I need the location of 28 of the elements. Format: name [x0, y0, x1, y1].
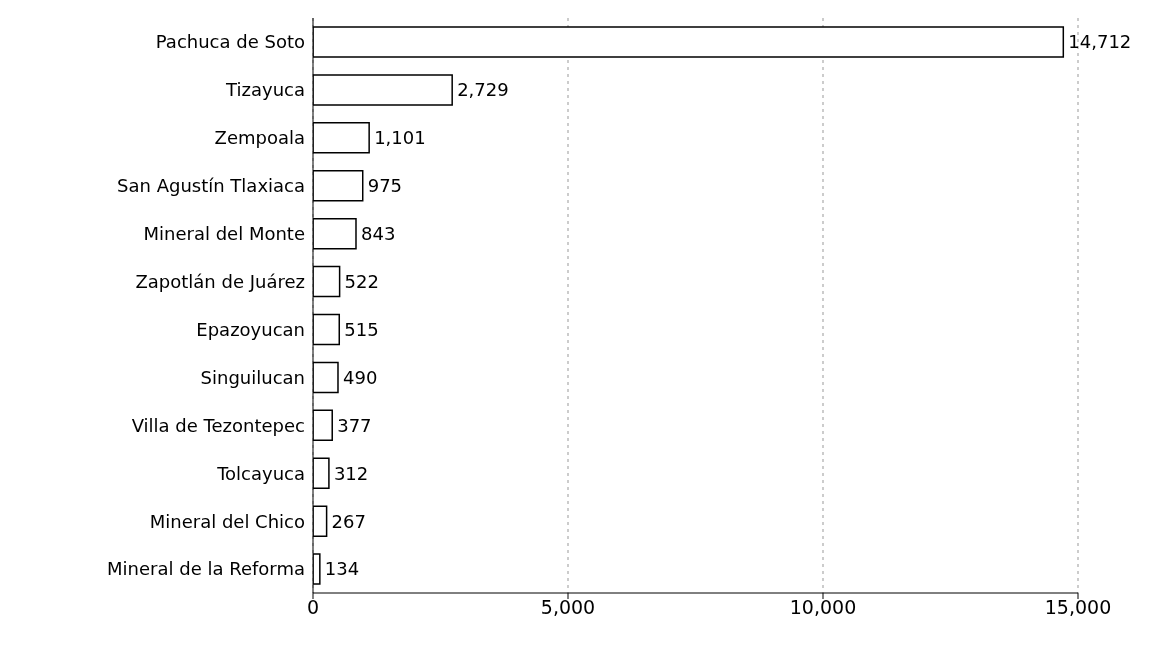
y-tick-label: Zapotlán de Juárez: [135, 270, 305, 292]
data-label: 975: [367, 175, 403, 197]
y-tick-label: San Agustín Tlaxiaca: [117, 175, 305, 197]
data-label: 267: [331, 510, 366, 532]
data-label: 14,712: [1068, 31, 1132, 53]
x-tick-label: 15,000: [1044, 596, 1112, 619]
data-label: 134: [324, 558, 360, 580]
data-label: 490: [342, 366, 378, 388]
data-label: 312: [333, 462, 369, 484]
y-tick-label: Mineral del Chico: [149, 510, 305, 532]
data-label: 843: [360, 223, 396, 245]
data-label: 522: [344, 270, 379, 292]
data-label: 377: [337, 414, 372, 436]
y-tick-label: Mineral de la Reforma: [107, 558, 305, 580]
data-label: 515: [344, 318, 379, 340]
y-tick-label: Pachuca de Soto: [155, 31, 305, 53]
y-tick-label: Tolcayuca: [216, 462, 305, 484]
y-tick-label: Epazoyucan: [196, 318, 305, 340]
y-tick-label: Villa de Tezontepec: [131, 414, 305, 436]
data-label: 1,101: [374, 127, 426, 149]
y-tick-label: Zempoala: [214, 127, 305, 149]
x-tick-label: 10,000: [789, 596, 857, 619]
y-tick-label: Singuilucan: [200, 366, 305, 388]
y-tick-label: Mineral del Monte: [143, 223, 305, 245]
y-tick-label: Tizayuca: [225, 79, 305, 101]
data-label: 2,729: [457, 79, 509, 101]
x-tick-label: 5,000: [540, 596, 596, 619]
x-tick-label: 0: [306, 596, 320, 619]
